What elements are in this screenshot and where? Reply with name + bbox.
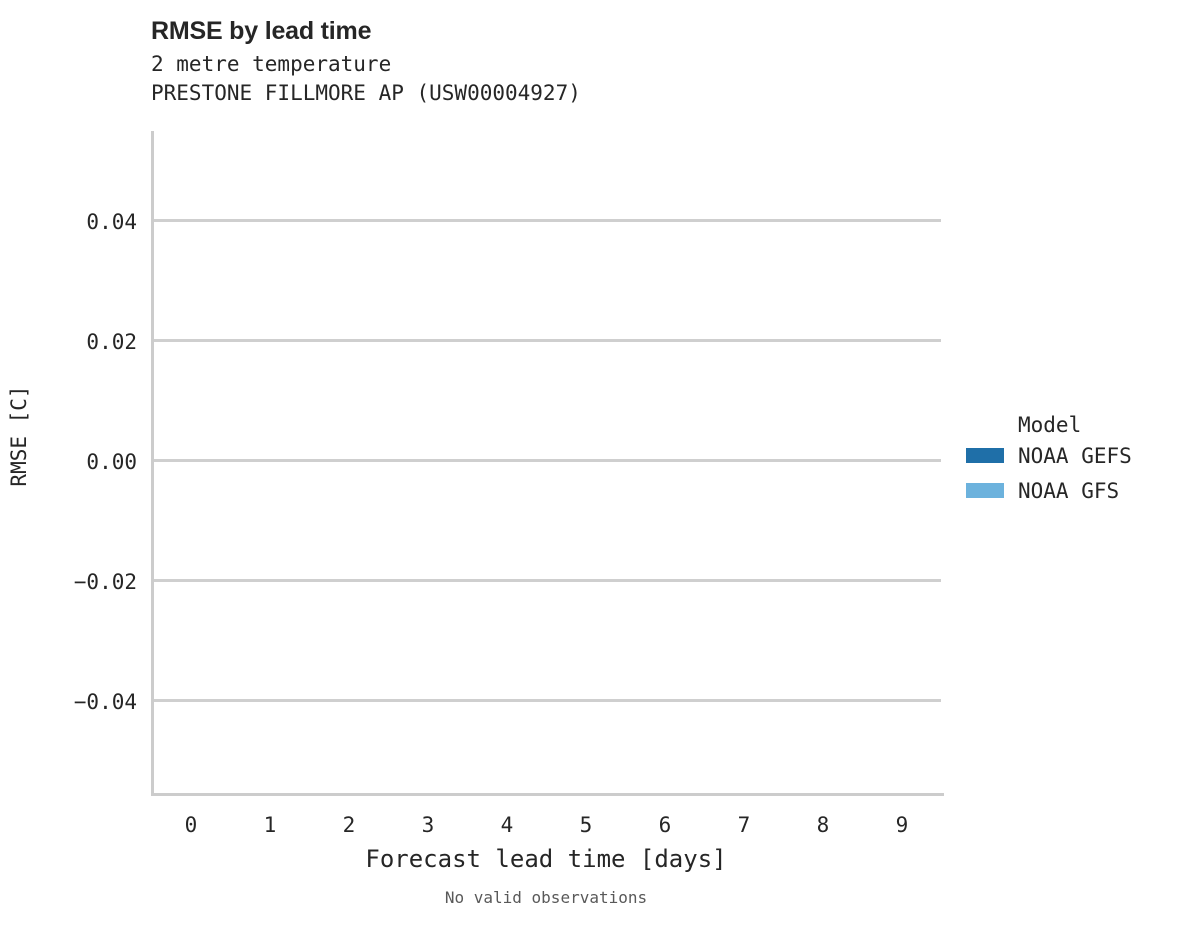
x-tick-label: 1 [263,813,277,837]
x-tick-label: 2 [342,813,356,837]
legend-swatch [966,483,1004,498]
y-tick-label: −0.04 [73,690,137,714]
y-axis-tick-labels: 0.04 0.02 0.00 −0.02 −0.04 [14,0,137,928]
legend: Model NOAA GEFS NOAA GFS [966,412,1176,508]
page-title: RMSE by lead time [151,17,372,45]
title-block: RMSE by lead time 2 metre temperature PR… [151,16,931,108]
plot-area [151,131,941,793]
no-data-note: No valid observations [444,888,648,907]
gridline-y-1 [151,339,941,342]
legend-swatch [966,448,1004,463]
gridline-y-3 [151,579,941,582]
legend-item-label: NOAA GFS [1018,478,1120,503]
plot-canvas [151,131,941,793]
y-tick-label: 0.04 [86,210,137,234]
x-axis-spine [151,793,944,796]
x-tick-label: 7 [737,813,751,837]
subtitle-line-station: PRESTONE FILLMORE AP (USW00004927) [151,81,581,105]
gridline-y-2 [151,459,941,462]
y-tick-label: −0.02 [73,570,137,594]
x-tick-label: 0 [184,813,198,837]
x-tick-label: 5 [579,813,593,837]
x-axis-title: Forecast lead time [days] [365,845,727,873]
legend-title: Model [1018,413,1082,437]
gridline-y-4 [151,699,941,702]
gridline-y-0 [151,219,941,222]
y-axis-title: RMSE [C] [7,385,31,487]
x-tick-label: 4 [500,813,514,837]
legend-item-noaa-gefs[interactable]: NOAA GEFS [966,438,1176,473]
subtitle-block: 2 metre temperature PRESTONE FILLMORE AP… [151,50,931,108]
y-tick-label: 0.00 [86,450,137,474]
subtitle-line-variable: 2 metre temperature [151,52,392,76]
y-axis-spine [151,131,154,796]
x-axis-tick-labels: 0 1 2 3 4 5 6 7 8 9 [151,813,941,843]
y-tick-label: 0.02 [86,330,137,354]
legend-item-label: NOAA GEFS [1018,443,1132,468]
x-tick-label: 6 [658,813,672,837]
legend-item-noaa-gfs[interactable]: NOAA GFS [966,473,1176,508]
x-tick-label: 9 [895,813,909,837]
x-tick-label: 8 [816,813,830,837]
x-tick-label: 3 [421,813,435,837]
